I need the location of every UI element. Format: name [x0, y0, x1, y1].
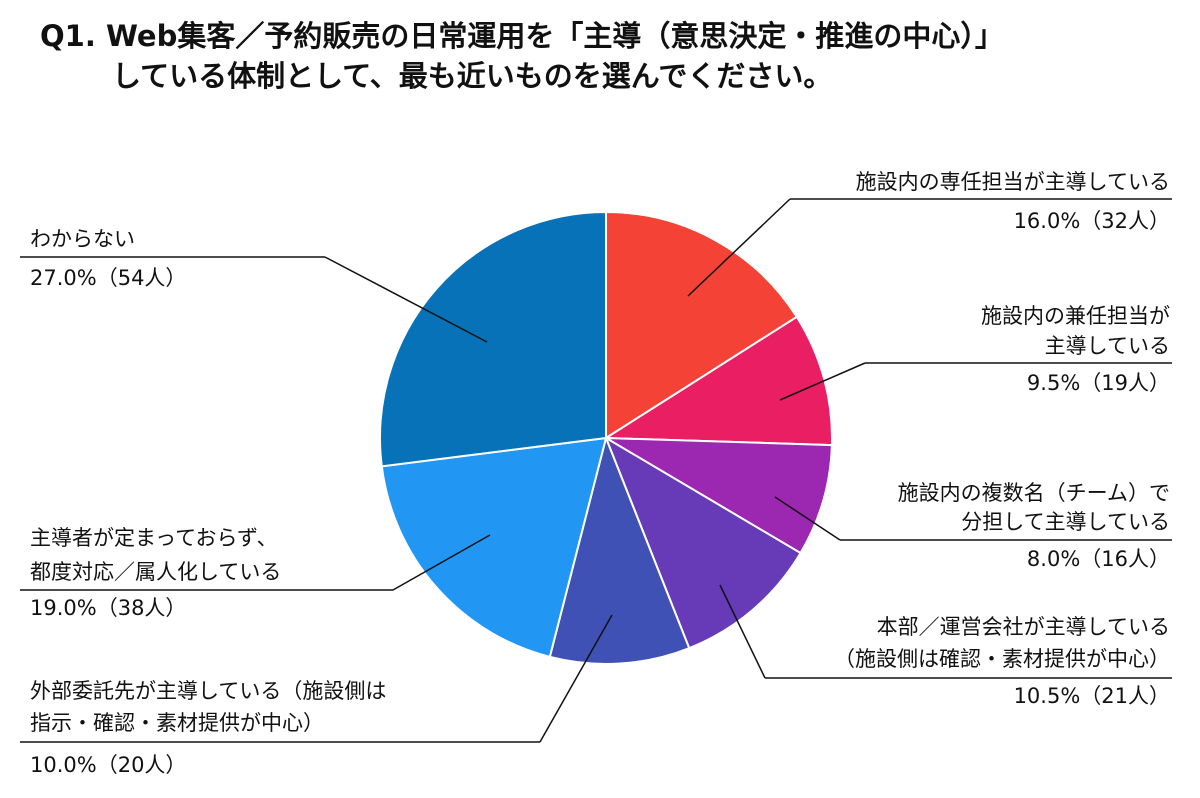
pie-slice — [379, 210, 607, 468]
slice-label: 主導者が定まっておらず、 — [30, 526, 278, 550]
slice-label: 都度対応／属人化している — [30, 560, 281, 584]
value-label: 9.5%（19人） — [1027, 371, 1170, 395]
slice-label: 本部／運営会社が主導している — [877, 615, 1170, 639]
slice-label: 指示・確認・素材提供が中心） — [30, 711, 324, 735]
leader-line — [687, 198, 791, 297]
leader-line — [774, 496, 841, 541]
slice-label: わからない — [30, 227, 135, 251]
slice-label: 分担して主導している — [961, 510, 1170, 534]
slice-label: （施設側は確認・素材提供が中心） — [834, 647, 1170, 671]
value-label: 16.0%（32人） — [1014, 209, 1170, 233]
chart-title: している体制として、最も近いものを選んでください。 — [112, 59, 832, 93]
slice-label: 主導している — [1045, 334, 1170, 358]
value-label: 8.0%（16人） — [1027, 547, 1170, 571]
pie-slice — [603, 435, 802, 650]
slice-label: 施設内の兼任担当が — [981, 304, 1170, 328]
pie-slice — [380, 436, 608, 659]
chart-title: Q1. Web集客／予約販売の日常運用を「主導（意思決定・推進の中心）」 — [40, 19, 1004, 53]
leader-line — [719, 584, 766, 679]
pie-slice — [602, 315, 833, 447]
leader-line — [324, 256, 488, 343]
slice-label: 外部委託先が主導している（施設側は — [30, 679, 386, 703]
value-label: 19.0%（38人） — [30, 596, 186, 620]
slice-label: 施設内の複数名（チーム）で — [898, 481, 1170, 505]
value-label: 27.0%（54人） — [30, 266, 186, 290]
pie-slice — [548, 434, 691, 665]
leader-line — [539, 614, 613, 743]
pie-slice — [605, 210, 799, 440]
slice-label: 施設内の専任担当が主導している — [856, 170, 1170, 194]
leader-line — [779, 362, 866, 401]
leader-line — [392, 534, 491, 591]
value-label: 10.0%（20人） — [30, 753, 186, 777]
pie-slice — [605, 437, 833, 555]
value-label: 10.5%（21人） — [1014, 684, 1170, 708]
